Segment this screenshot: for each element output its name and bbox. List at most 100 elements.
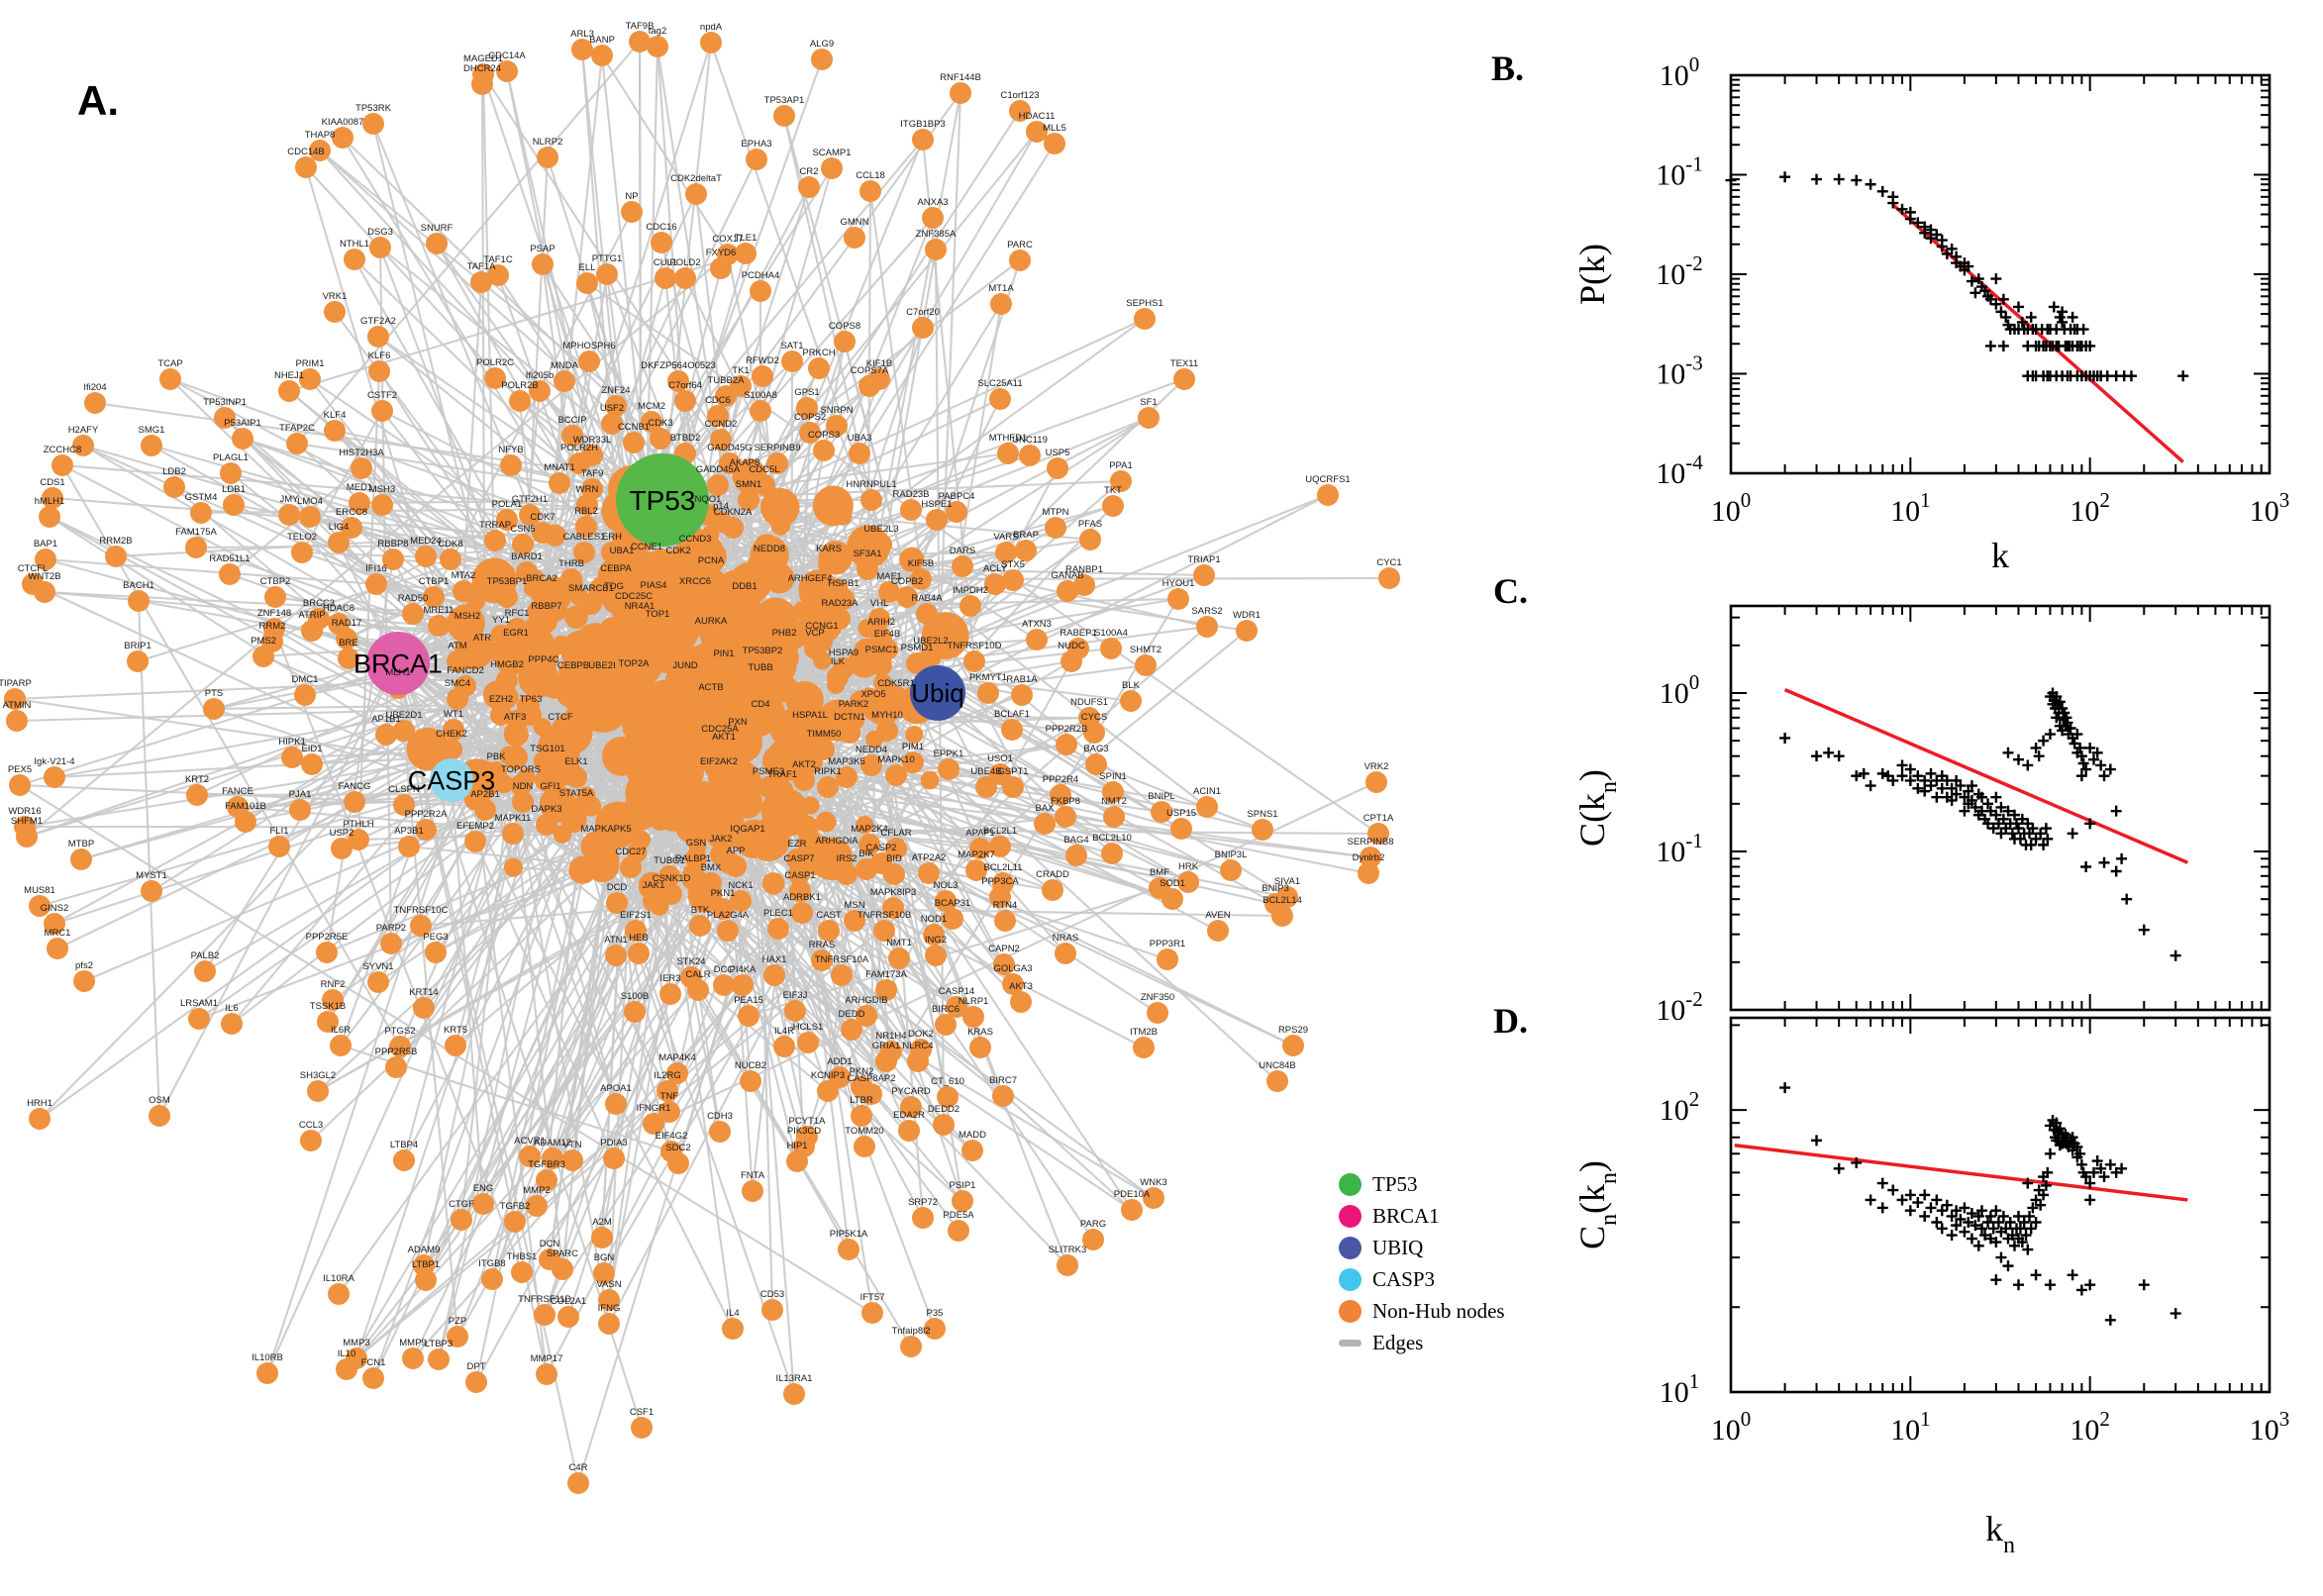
non-hub-node — [817, 776, 839, 798]
non-hub-node — [351, 457, 372, 479]
non-hub-node — [1057, 580, 1078, 602]
non-hub-node — [935, 1014, 957, 1036]
node-label: PIM1 — [902, 742, 924, 752]
non-hub-node — [299, 368, 321, 390]
node-label: TGFB2 — [500, 1201, 531, 1212]
non-hub-node — [684, 544, 706, 565]
node-label: ADRBK1 — [783, 892, 821, 903]
node-label: BIRC6 — [932, 1004, 960, 1015]
non-hub-node — [712, 898, 734, 920]
node-label: SPIN1 — [1099, 771, 1126, 782]
node-label: HIST2H3A — [339, 448, 384, 458]
non-hub-node — [286, 433, 308, 454]
node-label: ANXA3 — [917, 197, 948, 208]
non-hub-node — [601, 413, 623, 435]
node-label: BIK — [858, 848, 874, 859]
axis-title: k — [1991, 536, 2009, 575]
node-label: TNFRSF10D — [948, 641, 1002, 651]
node-label: IMPDH2 — [953, 585, 988, 596]
non-hub-node — [576, 272, 598, 294]
non-hub-node — [742, 1180, 763, 1202]
node-label: SMN1 — [736, 479, 761, 490]
non-hub-node — [561, 425, 583, 447]
non-hub-node — [1085, 753, 1107, 775]
node-label: ADAM12 — [534, 1138, 571, 1148]
node-label: CDC14B — [287, 147, 325, 157]
non-hub-node — [641, 411, 662, 433]
node-label: VTN — [563, 1140, 582, 1150]
non-hub-node — [907, 1050, 929, 1072]
legend-item-label: BRCA1 — [1372, 1203, 1440, 1228]
non-hub-node — [858, 375, 880, 397]
node-label: SIVA1 — [1274, 876, 1300, 887]
non-hub-node — [829, 608, 851, 630]
node-label: LDB1 — [222, 484, 246, 495]
non-hub-node — [447, 688, 468, 710]
node-label: WT1 — [444, 709, 463, 720]
non-hub-node — [264, 586, 286, 608]
non-hub-node — [827, 666, 849, 688]
non-hub-node — [268, 836, 290, 857]
non-hub-node — [898, 1120, 920, 1142]
non-hub-node — [750, 709, 771, 731]
non-hub-node — [332, 127, 354, 149]
non-hub-node — [658, 865, 680, 887]
non-hub-node — [717, 920, 739, 942]
node-label: NDN — [513, 781, 534, 792]
non-hub-node — [710, 844, 732, 865]
non-hub-node — [29, 895, 50, 917]
node-label: CDK5R1 — [877, 678, 915, 689]
non-hub-node — [576, 494, 598, 516]
node-label: ITGB1BP3 — [900, 119, 945, 130]
non-hub-node — [740, 1070, 761, 1092]
node-label: DCC — [714, 964, 735, 975]
node-label: KRT2 — [185, 774, 209, 785]
non-hub-node — [505, 638, 527, 659]
non-hub-node — [1002, 569, 1024, 591]
non-hub-node — [426, 233, 448, 254]
node-label: AP3B1 — [394, 826, 424, 837]
node-label: BLK — [1122, 680, 1141, 691]
node-label: CUL1 — [654, 257, 677, 268]
non-hub-node — [667, 370, 689, 392]
node-label: TSSK1B — [310, 1001, 346, 1012]
non-hub-node — [625, 920, 647, 942]
non-hub-node — [658, 1101, 680, 1123]
non-hub-node — [638, 698, 667, 728]
node-label: WNK3 — [1140, 1177, 1166, 1188]
node-label: IRS2 — [836, 853, 857, 864]
hub-node-ubiq — [910, 665, 965, 721]
non-hub-node — [447, 650, 468, 672]
non-hub-node — [834, 331, 856, 352]
node-label: THBS1 — [507, 1251, 538, 1262]
node-label: C1orf123 — [1000, 90, 1039, 101]
non-hub-node — [888, 948, 910, 969]
node-label: AP1B1 — [371, 714, 401, 725]
non-hub-node — [801, 796, 820, 815]
non-hub-node — [585, 848, 620, 883]
non-hub-node — [503, 745, 528, 770]
node-label: TFAP2C — [279, 423, 315, 434]
non-hub-node — [425, 942, 447, 963]
node-label: RFC1 — [505, 608, 530, 619]
non-hub-node — [839, 722, 860, 744]
non-hub-node — [29, 1108, 50, 1130]
non-hub-node — [494, 684, 519, 709]
node-label: ATP2A2 — [912, 852, 947, 863]
node-label: LTBP4 — [390, 1140, 418, 1150]
node-label: MSH3 — [369, 484, 395, 495]
non-hub-node — [722, 1318, 744, 1340]
node-label: NUCB2 — [735, 1060, 766, 1071]
node-label: SPNS1 — [1247, 809, 1277, 820]
node-label: BMX — [701, 862, 722, 873]
node-label: CASP7 — [783, 853, 814, 864]
node-label: BARD1 — [511, 551, 543, 562]
non-hub-node — [727, 727, 749, 748]
non-hub-node — [1002, 776, 1024, 798]
node-label: HDAC11 — [1019, 111, 1056, 122]
non-hub-node — [529, 380, 551, 402]
non-hub-node — [188, 1008, 210, 1030]
node-label: pfs2 — [75, 960, 93, 971]
non-hub-node — [393, 720, 415, 742]
non-hub-node — [496, 509, 518, 531]
